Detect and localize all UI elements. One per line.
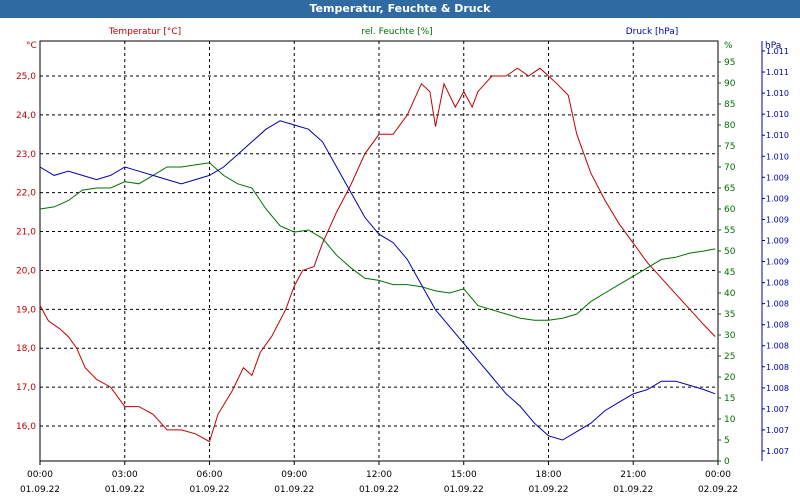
x-tick-time: 18:00	[536, 470, 562, 480]
y-tick-humidity: 15	[724, 394, 735, 404]
y-tick-pressure: 1.007	[766, 447, 789, 456]
x-tick-date: 02.09.22	[698, 485, 738, 495]
y-tick-temperature: 23,0	[16, 150, 36, 160]
y-tick-pressure: 1.008	[766, 363, 789, 372]
legend-humidity: rel. Feuchte [%]	[361, 27, 432, 37]
y-tick-pressure: 1.009	[766, 173, 789, 182]
y-tick-temperature: 19,0	[16, 305, 36, 315]
y-tick-pressure: 1.007	[766, 426, 789, 435]
series-pressure	[39, 120, 716, 441]
x-tick-date: 01.09.22	[444, 485, 484, 495]
y-tick-pressure: 1.011	[766, 68, 789, 77]
axis-unit-percent: %	[724, 41, 733, 51]
y-tick-humidity: 45	[724, 268, 735, 278]
tick-labels: 00:00 01.09.22 03:00 01.09.22 06:00 01.09.22 0…	[16, 41, 789, 495]
y-tick-humidity: 5	[724, 436, 730, 446]
grid	[40, 41, 718, 461]
x-tick-time: 12:00	[366, 470, 392, 480]
x-tick-date: 01.09.22	[105, 485, 145, 495]
x-tick-date: 01.09.22	[274, 485, 314, 495]
y-tick-humidity: 60	[724, 205, 736, 215]
y-tick-pressure: 1.010	[766, 110, 789, 119]
y-tick-pressure: 1.010	[766, 131, 789, 140]
y-tick-temperature: 18,0	[16, 344, 36, 354]
y-tick-humidity: 55	[724, 226, 735, 236]
y-tick-pressure: 1.007	[766, 405, 789, 414]
y-tick-pressure: 1.008	[766, 342, 789, 351]
y-tick-humidity: 75	[724, 142, 735, 152]
y-tick-humidity: 10	[724, 415, 736, 425]
y-tick-temperature: 22,0	[16, 189, 36, 199]
x-tick-date: 01.09.22	[359, 485, 399, 495]
y-tick-temperature: 20,0	[16, 266, 36, 276]
chart-svg: 00:00 01.09.22 03:00 01.09.22 06:00 01.09.22 0…	[16, 27, 789, 495]
y-tick-temperature: 24,0	[16, 111, 36, 121]
axis-unit-hpa: hPa	[765, 41, 781, 51]
y-tick-humidity: 35	[724, 310, 735, 320]
y-tick-humidity: 65	[724, 184, 735, 194]
legend-temperature: Temperatur [°C]	[108, 27, 181, 37]
x-tick-date: 01.09.22	[20, 485, 60, 495]
x-tick-date: 01.09.22	[613, 485, 653, 495]
y-tick-pressure: 1.009	[766, 236, 789, 245]
y-tick-pressure: 1.011	[766, 47, 789, 56]
x-tick-time: 09:00	[281, 470, 307, 480]
x-tick-date: 01.09.22	[189, 485, 229, 495]
y-tick-humidity: 50	[724, 247, 736, 257]
y-tick-humidity: 0	[724, 457, 730, 467]
y-tick-pressure: 1.008	[766, 279, 789, 288]
y-tick-humidity: 85	[724, 100, 735, 110]
x-tick-date: 01.09.22	[528, 485, 568, 495]
y-tick-humidity: 90	[724, 79, 736, 89]
y-tick-humidity: 70	[724, 163, 736, 173]
x-tick-time: 00:00	[705, 470, 731, 480]
series-temperature	[39, 67, 716, 443]
x-tick-time: 06:00	[197, 470, 223, 480]
x-tick-time: 21:00	[620, 470, 646, 480]
y-tick-pressure: 1.009	[766, 194, 789, 203]
y-tick-pressure: 1.009	[766, 215, 789, 224]
y-tick-humidity: 80	[724, 121, 736, 131]
y-tick-pressure: 1.010	[766, 89, 789, 98]
x-tick-time: 03:00	[112, 470, 138, 480]
y-tick-humidity: 95	[724, 58, 735, 68]
x-tick-time: 15:00	[451, 470, 477, 480]
y-tick-pressure: 1.008	[766, 321, 789, 330]
series-group	[39, 67, 716, 443]
y-tick-temperature: 21,0	[16, 228, 36, 238]
axis-unit-celsius: °C	[26, 41, 37, 51]
y-tick-humidity: 30	[724, 331, 736, 341]
y-tick-humidity: 25	[724, 352, 735, 362]
y-tick-temperature: 25,0	[16, 72, 36, 82]
y-tick-temperature: 17,0	[16, 383, 36, 393]
y-tick-pressure: 1.008	[766, 384, 789, 393]
x-tick-time: 00:00	[27, 470, 53, 480]
y-tick-temperature: 16,0	[16, 422, 36, 432]
chart-title: Temperatur, Feuchte & Druck	[0, 0, 800, 18]
legend-pressure: Druck [hPa]	[626, 27, 679, 37]
y-tick-humidity: 40	[724, 289, 736, 299]
y-tick-humidity: 20	[724, 373, 736, 383]
y-tick-pressure: 1.010	[766, 152, 789, 161]
y-tick-pressure: 1.009	[766, 258, 789, 267]
chart-area: 00:00 01.09.22 03:00 01.09.22 06:00 01.09.22 0…	[0, 18, 800, 500]
y-tick-pressure: 1.008	[766, 300, 789, 309]
